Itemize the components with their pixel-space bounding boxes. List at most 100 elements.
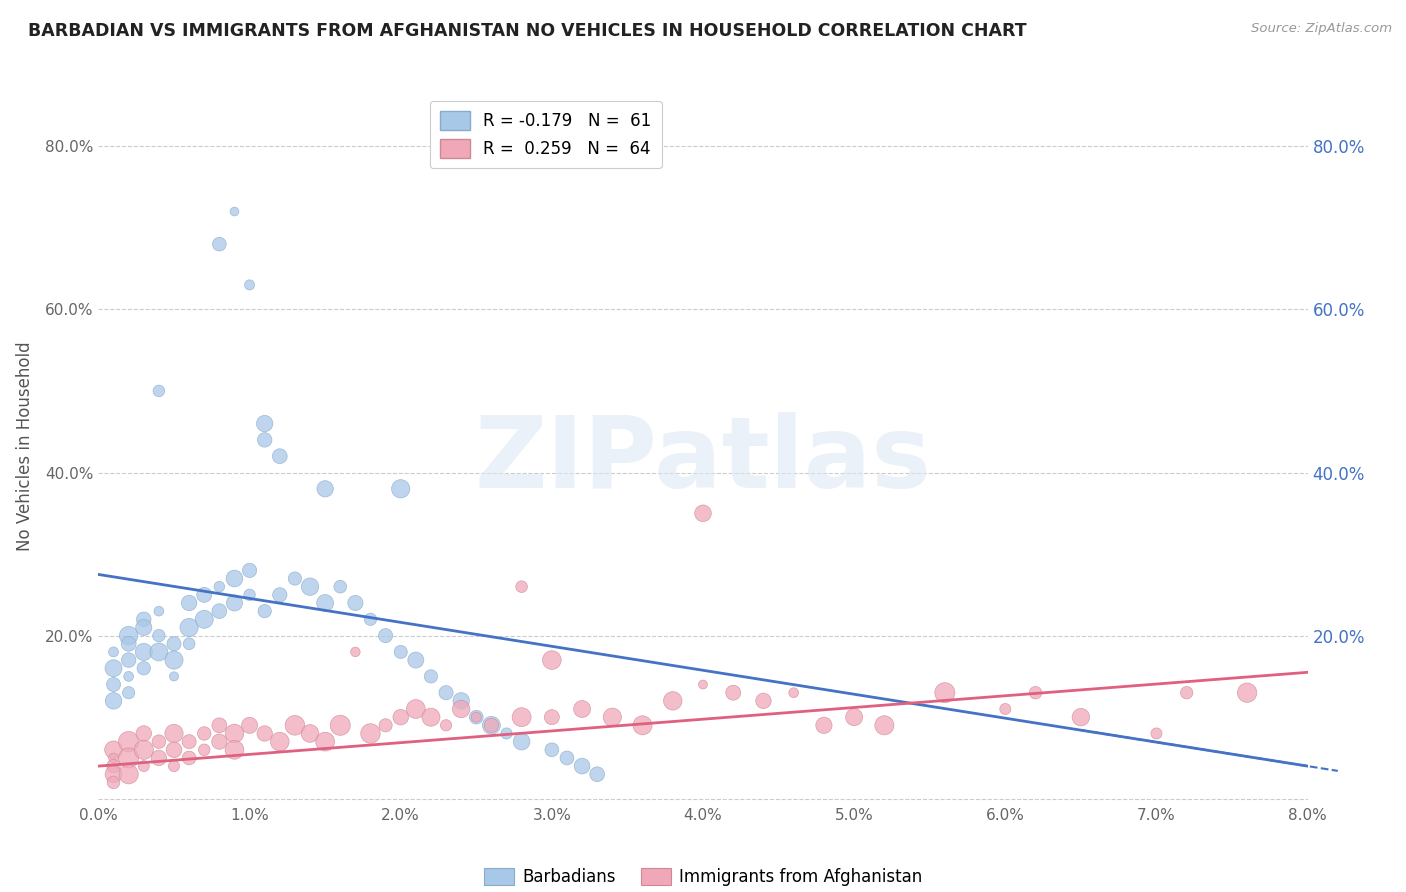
Point bbox=[103, 759, 125, 773]
Point bbox=[692, 677, 714, 691]
Point bbox=[661, 694, 683, 708]
Point bbox=[555, 751, 578, 765]
Point bbox=[253, 417, 276, 431]
Text: ZIPatlas: ZIPatlas bbox=[475, 412, 931, 508]
Point bbox=[103, 677, 125, 691]
Point bbox=[269, 449, 291, 463]
Point bbox=[132, 743, 155, 757]
Point bbox=[179, 734, 201, 748]
Point bbox=[389, 645, 412, 659]
Point bbox=[420, 669, 443, 683]
Point bbox=[602, 710, 624, 724]
Point bbox=[193, 588, 215, 602]
Point bbox=[314, 482, 336, 496]
Point bbox=[163, 637, 186, 651]
Point bbox=[344, 645, 367, 659]
Point bbox=[465, 710, 488, 724]
Point bbox=[224, 596, 246, 610]
Point bbox=[208, 604, 231, 618]
Point bbox=[239, 588, 262, 602]
Point bbox=[360, 726, 382, 740]
Point bbox=[450, 702, 472, 716]
Point bbox=[253, 433, 276, 447]
Point bbox=[1236, 686, 1258, 700]
Point bbox=[299, 580, 322, 594]
Point bbox=[1146, 726, 1168, 740]
Point bbox=[179, 596, 201, 610]
Point bbox=[193, 612, 215, 626]
Point bbox=[118, 653, 141, 667]
Point bbox=[510, 710, 533, 724]
Point bbox=[434, 686, 457, 700]
Point bbox=[420, 710, 443, 724]
Point bbox=[510, 734, 533, 748]
Point bbox=[873, 718, 896, 732]
Point bbox=[405, 653, 427, 667]
Point bbox=[692, 506, 714, 520]
Point bbox=[179, 637, 201, 651]
Point bbox=[103, 694, 125, 708]
Point bbox=[163, 743, 186, 757]
Point bbox=[179, 751, 201, 765]
Point bbox=[934, 686, 956, 700]
Point bbox=[103, 775, 125, 789]
Point bbox=[495, 726, 517, 740]
Point bbox=[631, 718, 654, 732]
Point bbox=[132, 620, 155, 634]
Point bbox=[374, 718, 396, 732]
Point bbox=[752, 694, 775, 708]
Point bbox=[163, 726, 186, 740]
Point bbox=[540, 743, 562, 757]
Point bbox=[1175, 686, 1198, 700]
Point bbox=[163, 669, 186, 683]
Point bbox=[360, 612, 382, 626]
Point bbox=[813, 718, 835, 732]
Point bbox=[118, 734, 141, 748]
Point bbox=[118, 767, 141, 781]
Point bbox=[1025, 686, 1047, 700]
Point bbox=[389, 482, 412, 496]
Point bbox=[118, 669, 141, 683]
Point bbox=[994, 702, 1017, 716]
Point bbox=[723, 686, 745, 700]
Point bbox=[118, 629, 141, 643]
Point bbox=[148, 751, 170, 765]
Point bbox=[571, 759, 593, 773]
Point bbox=[481, 718, 503, 732]
Point bbox=[132, 726, 155, 740]
Point bbox=[329, 718, 352, 732]
Point bbox=[571, 702, 593, 716]
Point bbox=[284, 572, 307, 586]
Point bbox=[253, 726, 276, 740]
Point bbox=[224, 726, 246, 740]
Point bbox=[148, 734, 170, 748]
Text: BARBADIAN VS IMMIGRANTS FROM AFGHANISTAN NO VEHICLES IN HOUSEHOLD CORRELATION CH: BARBADIAN VS IMMIGRANTS FROM AFGHANISTAN… bbox=[28, 22, 1026, 40]
Point bbox=[163, 759, 186, 773]
Point bbox=[148, 604, 170, 618]
Point bbox=[239, 563, 262, 577]
Point bbox=[103, 743, 125, 757]
Point bbox=[208, 237, 231, 252]
Point bbox=[132, 661, 155, 675]
Point bbox=[844, 710, 866, 724]
Point bbox=[118, 751, 141, 765]
Point bbox=[510, 580, 533, 594]
Point bbox=[208, 580, 231, 594]
Point bbox=[148, 645, 170, 659]
Point bbox=[208, 718, 231, 732]
Point bbox=[269, 588, 291, 602]
Point bbox=[586, 767, 609, 781]
Point bbox=[540, 710, 562, 724]
Point bbox=[179, 620, 201, 634]
Point bbox=[314, 596, 336, 610]
Point bbox=[103, 751, 125, 765]
Point bbox=[389, 710, 412, 724]
Point bbox=[224, 572, 246, 586]
Point bbox=[481, 718, 503, 732]
Point bbox=[465, 710, 488, 724]
Legend: Barbadians, Immigrants from Afghanistan: Barbadians, Immigrants from Afghanistan bbox=[477, 861, 929, 892]
Point bbox=[239, 277, 262, 292]
Point bbox=[224, 743, 246, 757]
Y-axis label: No Vehicles in Household: No Vehicles in Household bbox=[15, 341, 34, 551]
Point bbox=[344, 596, 367, 610]
